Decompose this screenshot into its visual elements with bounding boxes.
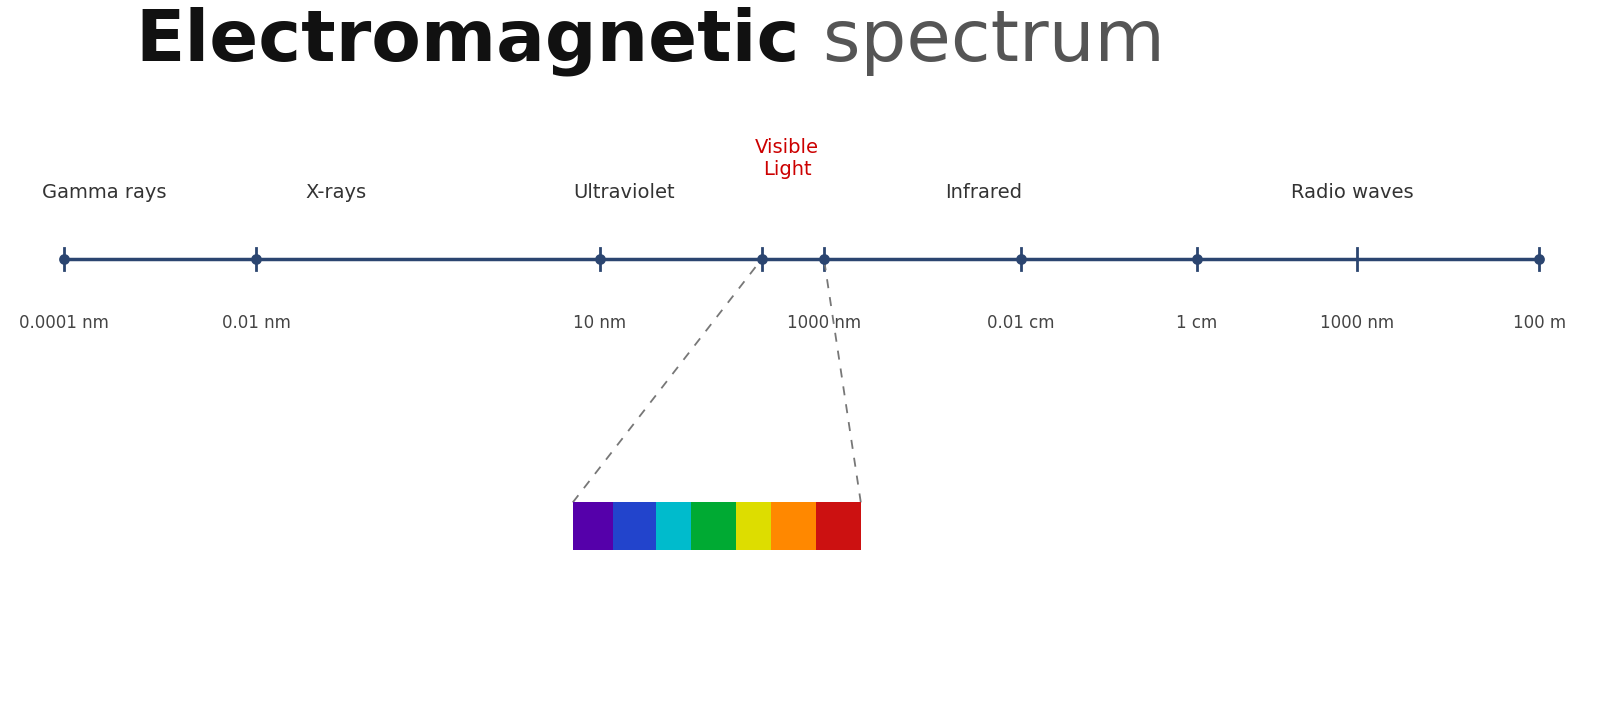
Bar [816, 503, 861, 550]
Text: Gamma rays: Gamma rays [42, 183, 166, 202]
Text: 700: 700 [822, 519, 854, 534]
Point [1526, 253, 1552, 265]
Text: 0.01 nm: 0.01 nm [221, 314, 291, 332]
Text: X-rays: X-rays [306, 183, 366, 202]
Bar [656, 503, 691, 550]
Point [243, 253, 269, 265]
Point [1008, 253, 1034, 265]
Text: 0.0001 nm: 0.0001 nm [19, 314, 109, 332]
Text: ID 100586623 © Oleksii Bezrodnii: ID 100586623 © Oleksii Bezrodnii [1261, 675, 1568, 693]
Text: 450: 450 [619, 519, 650, 534]
Point [51, 253, 77, 265]
Text: 1000 nm: 1000 nm [787, 314, 861, 332]
Text: Electromagnetic: Electromagnetic [136, 7, 800, 76]
Text: Visible
Light: Visible Light [755, 138, 819, 179]
Text: 0.01 cm: 0.01 cm [987, 314, 1054, 332]
Text: 475: 475 [658, 519, 690, 534]
Point [749, 253, 774, 265]
Text: spectrum: spectrum [800, 7, 1165, 76]
Point [1184, 253, 1210, 265]
Bar [691, 503, 736, 550]
Text: Infrared: Infrared [946, 183, 1022, 202]
Text: Radio waves: Radio waves [1291, 183, 1413, 202]
Text: 100 m: 100 m [1512, 314, 1566, 332]
Text: 580: 580 [738, 519, 770, 534]
Point [811, 253, 837, 265]
Text: 550: 550 [698, 519, 730, 534]
Bar [613, 503, 656, 550]
Text: 1 cm: 1 cm [1176, 314, 1218, 332]
Text: 1000 nm: 1000 nm [1320, 314, 1394, 332]
Text: 400: 400 [578, 519, 608, 534]
Point [587, 253, 613, 265]
Bar [771, 503, 816, 550]
Text: Ultraviolet: Ultraviolet [573, 183, 675, 202]
Text: 10 nm: 10 nm [573, 314, 627, 332]
Bar [573, 503, 613, 550]
Text: 600: 600 [778, 519, 810, 534]
Text: dreamstime.com: dreamstime.com [32, 675, 184, 693]
Bar [736, 503, 771, 550]
